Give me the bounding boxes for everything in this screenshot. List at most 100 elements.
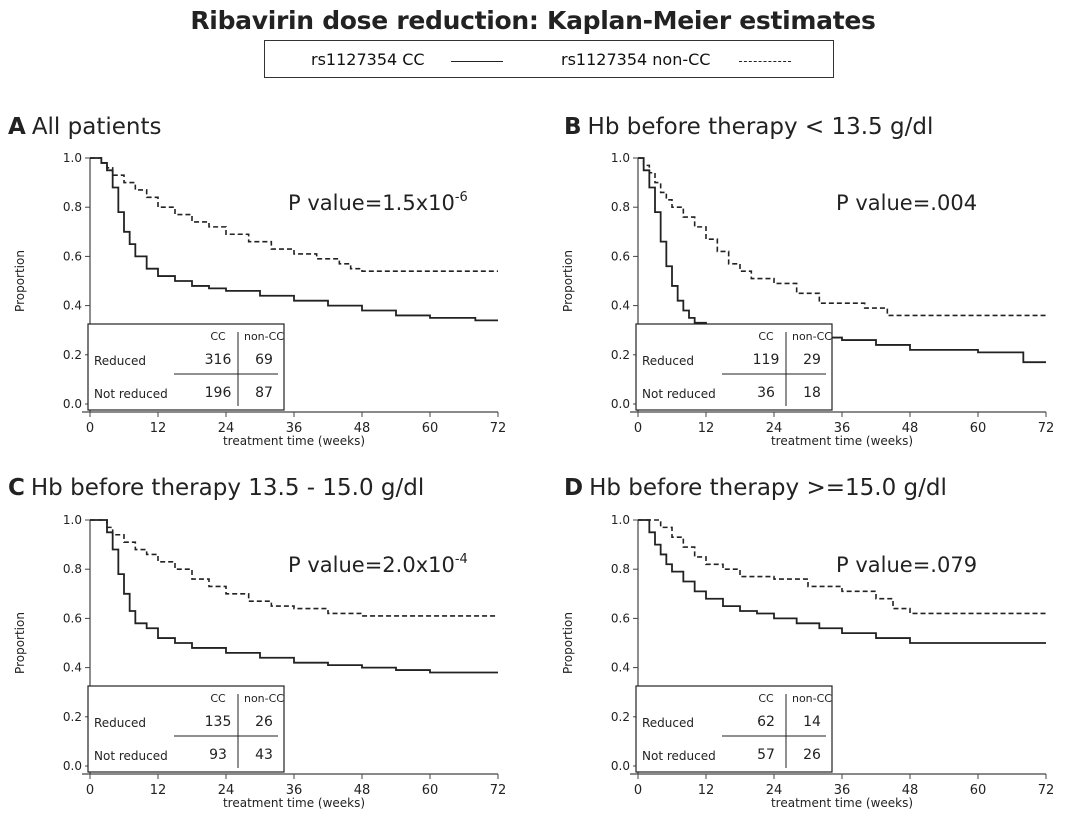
table-col-header: CC — [210, 330, 226, 343]
table-cell: 196 — [205, 385, 232, 401]
x-tick-label: 12 — [150, 421, 167, 436]
x-tick-label: 48 — [354, 421, 371, 436]
table-row-label: Reduced — [94, 354, 146, 368]
x-tick-label: 36 — [834, 421, 851, 436]
y-axis-label: Proportion — [13, 250, 27, 312]
x-tick-label: 12 — [698, 783, 715, 798]
x-tick-label: 24 — [766, 421, 783, 436]
panel-letter: A — [8, 114, 26, 140]
p-value-text: P value=.079 — [836, 553, 977, 577]
y-tick-label: 0.8 — [63, 200, 82, 214]
x-axis-label: treatment time (weeks) — [771, 796, 913, 810]
p-value-annotation: P value=1.5x10-6 — [288, 190, 468, 215]
p-value-annotation: P value=.004 — [836, 191, 977, 215]
x-tick-label: 12 — [698, 421, 715, 436]
panel-subtitle: Hb before therapy 13.5 - 15.0 g/dl — [30, 475, 425, 501]
y-tick-label: 0.2 — [611, 710, 630, 724]
y-tick-label: 0.4 — [611, 661, 630, 675]
panel-letter: D — [564, 475, 584, 501]
panel-title-d: D Hb before therapy >=15.0 g/dl — [564, 475, 947, 501]
table-row-label: Reduced — [94, 716, 146, 730]
table-col-header: CC — [210, 692, 226, 705]
p-value-text: P value=.004 — [836, 191, 977, 215]
legend: rs1127354 CC rs1127354 non-CC — [264, 40, 834, 78]
count-table: CC non-CC Reduced 119 29 Not reduced 36 18 — [635, 323, 833, 411]
panel-subtitle: Hb before therapy >=15.0 g/dl — [589, 475, 947, 501]
p-value-exponent: -4 — [455, 552, 468, 567]
y-tick-label: 1.0 — [63, 151, 82, 165]
panel-subtitle: Hb before therapy < 13.5 g/dl — [587, 114, 934, 140]
panel-title-c: C Hb before therapy 13.5 - 15.0 g/dl — [8, 475, 424, 501]
y-tick-label: 0.2 — [63, 348, 82, 362]
count-table-frame — [635, 323, 833, 411]
x-tick-label: 48 — [354, 783, 371, 798]
x-axis-label: treatment time (weeks) — [223, 434, 365, 448]
km-panel-b: 0.0 0.2 0.4 0.6 0.8 1.0 0 12 24 36 48 60 72 treatment… — [561, 151, 1054, 448]
p-value-exponent: -6 — [455, 190, 468, 205]
count-table-frame — [87, 323, 285, 411]
km-curve-cc — [90, 157, 498, 322]
y-axis-label: Proportion — [561, 612, 575, 674]
table-col-header: CC — [758, 330, 774, 343]
panel-letter: B — [564, 114, 582, 140]
y-tick-label: 0.8 — [611, 200, 630, 214]
x-tick-label: 60 — [422, 783, 439, 798]
count-table-frame — [87, 685, 285, 773]
table-cell: 18 — [803, 385, 821, 401]
y-tick-label: 0.0 — [611, 397, 630, 411]
table-cell: 26 — [803, 747, 821, 763]
x-tick-label: 0 — [86, 421, 94, 436]
x-tick-label: 72 — [1038, 783, 1055, 798]
table-col-header: non-CC — [792, 692, 832, 705]
table-col-header: non-CC — [792, 330, 832, 343]
km-panel-d: 0.0 0.2 0.4 0.6 0.8 1.0 0 12 24 36 48 60 72 treatment… — [561, 513, 1055, 810]
p-value-text: P value=1.5x10 — [288, 191, 455, 215]
km-curve-cc — [90, 519, 498, 674]
y-tick-label: 0.2 — [611, 348, 630, 362]
x-tick-label: 0 — [634, 421, 642, 436]
km-panel-c: 0.0 0.2 0.4 0.6 0.8 1.0 0 12 24 36 48 60 72 treatment… — [13, 513, 507, 810]
x-tick-label: 36 — [834, 783, 851, 798]
km-curve-non-cc — [90, 519, 498, 617]
table-cell: 135 — [205, 714, 232, 730]
table-row-label: Not reduced — [642, 749, 716, 763]
table-row-label: Not reduced — [642, 387, 716, 401]
p-value-annotation: P value=.079 — [836, 553, 977, 577]
x-tick-label: 24 — [218, 421, 235, 436]
figure-title: Ribavirin dose reduction: Kaplan-Meier e… — [190, 6, 876, 35]
x-tick-label: 48 — [902, 421, 919, 436]
panel-subtitle: All patients — [31, 114, 162, 140]
legend-label-non-cc: rs1127354 non-CC — [561, 50, 711, 69]
y-tick-label: 0.8 — [63, 562, 82, 576]
table-col-header: CC — [758, 692, 774, 705]
x-tick-label: 60 — [970, 421, 987, 436]
count-table: CC non-CC Reduced 62 14 Not reduced 57 26 — [635, 685, 833, 773]
table-row-label: Reduced — [642, 354, 694, 368]
table-cell: 29 — [803, 352, 821, 368]
km-curve-non-cc — [638, 157, 1046, 317]
count-table: CC non-CC Reduced 316 69 Not reduced 196 87 — [87, 323, 285, 411]
y-tick-label: 0.4 — [63, 299, 82, 313]
km-panel-a: 0.0 0.2 0.4 0.6 0.8 1.0 0 12 24 36 48 60 72 treatment… — [13, 151, 506, 448]
x-tick-label: 36 — [286, 421, 303, 436]
y-tick-label: 0.0 — [611, 759, 630, 773]
table-row-label: Not reduced — [94, 387, 168, 401]
table-cell: 43 — [255, 747, 273, 763]
x-tick-label: 12 — [150, 783, 167, 798]
x-axis-label: treatment time (weeks) — [223, 796, 365, 810]
y-tick-label: 1.0 — [63, 513, 82, 527]
y-axis-label: Proportion — [561, 250, 575, 312]
x-tick-label: 72 — [490, 783, 507, 798]
legend-swatch-non-cc — [739, 61, 791, 62]
x-axis-label: treatment time (weeks) — [771, 434, 913, 448]
table-cell: 316 — [205, 352, 232, 368]
table-cell: 93 — [209, 747, 227, 763]
table-cell: 57 — [757, 747, 775, 763]
table-cell: 119 — [753, 352, 780, 368]
y-tick-label: 0.6 — [63, 611, 82, 625]
km-curve-cc — [638, 519, 1046, 644]
y-tick-label: 0.6 — [611, 249, 630, 263]
x-tick-label: 48 — [902, 783, 919, 798]
panel-title-b: B Hb before therapy < 13.5 g/dl — [564, 114, 933, 140]
y-tick-label: 0.4 — [63, 661, 82, 675]
